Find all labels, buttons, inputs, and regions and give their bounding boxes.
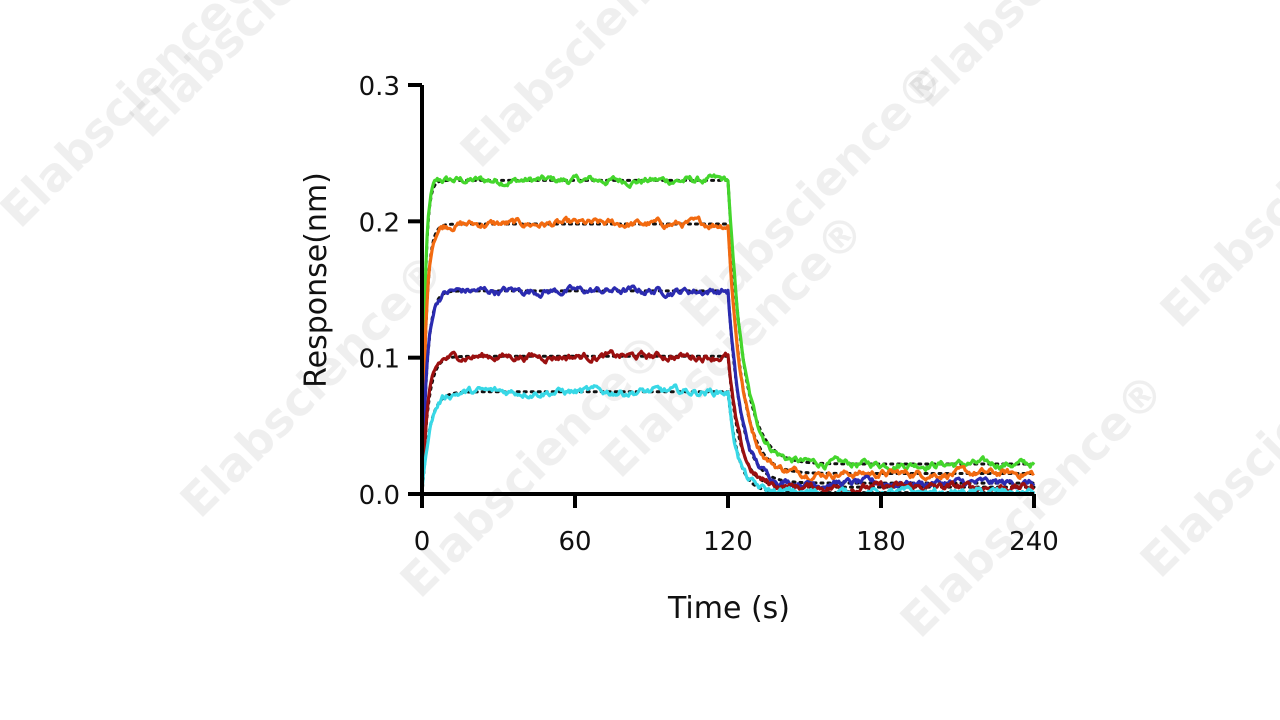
x-tick-label: 240 [1009,527,1059,557]
y-tick-label: 0.1 [359,345,400,375]
x-tick-label: 180 [856,527,906,557]
series-line-1 [420,173,1036,494]
y-axis-title: Response(nm) [299,172,334,388]
x-tick-label: 0 [414,527,431,557]
axes: 0 60 120 180 240 0.0 0.1 0.2 0.3 [359,72,1059,557]
x-tick-label: 60 [558,527,591,557]
y-tick-label: 0.0 [359,481,400,511]
x-axis-title: Time (s) [667,591,790,626]
y-tick-label: 0.3 [359,72,400,102]
series-line-4 [420,349,1035,495]
watermark-text: Elabscience® [450,0,736,178]
watermark-layer: Elabscience® Elabscience®Elabscience® Elab… [0,0,1280,648]
x-tick-label: 120 [703,527,753,557]
y-tick-label: 0.2 [359,208,400,238]
watermark-text: Elabscience® [1130,302,1280,588]
series-line-2 [420,215,1035,493]
fit-curve [420,222,1036,496]
watermark-text: Elabscience® [1150,52,1280,338]
